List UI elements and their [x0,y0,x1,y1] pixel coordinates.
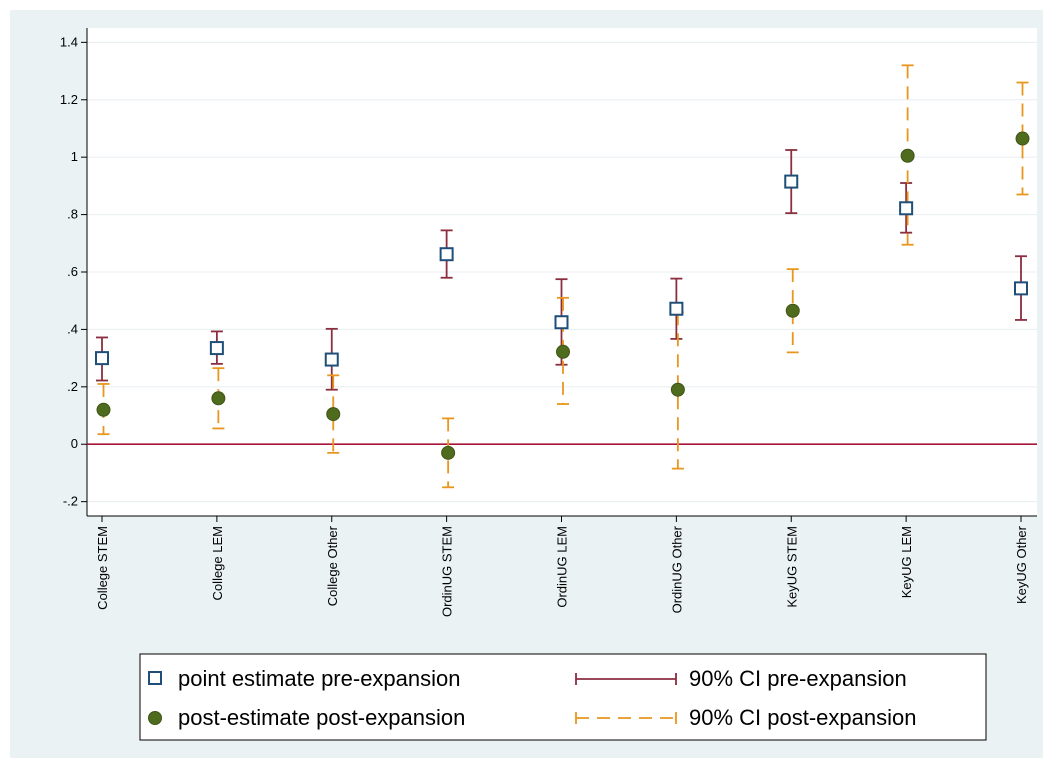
y-tick-label: 1 [71,149,78,164]
legend-entry-point-pre: point estimate pre-expansion [148,666,461,691]
legend-box [139,653,987,741]
x-tick-label: OrdinUG STEM [440,526,455,617]
point-pre-expansion [784,174,799,189]
y-tick-label: .4 [67,321,78,336]
point-pre-expansion [669,301,684,316]
y-tick-label: -.2 [63,494,78,509]
point-pre-expansion [1014,281,1028,296]
point-pre-expansion [439,247,454,262]
legend-entry-ci-post: 90% CI post-expansion [575,705,916,730]
point-post-expansion [785,303,800,318]
legend-entry-point-post: post-estimate post-expansion [148,705,465,730]
legend-symbol-square [148,671,162,685]
point-post-expansion [211,391,226,406]
x-tick-label: KeyUG Other [1014,525,1029,604]
legend: point estimate pre-expansion post-estimat… [139,653,987,741]
point-pre-expansion [899,201,914,216]
x-tick-label: OrdinUG LEM [555,526,570,608]
legend-label: 90% CI post-expansion [689,705,916,730]
point-post-expansion [900,148,915,163]
x-tick-label: College STEM [95,526,110,610]
legend-entry-ci-pre: 90% CI pre-expansion [575,666,907,691]
point-post-expansion [326,407,341,422]
x-tick-label: KeyUG LEM [899,526,914,598]
y-tick-label: 1.4 [60,34,78,49]
legend-label: 90% CI pre-expansion [689,666,907,691]
ci-post-bar [786,268,799,354]
point-post-expansion [1015,131,1030,146]
legend-label: post-estimate post-expansion [178,705,465,730]
x-tick-label: KeyUG STEM [784,526,799,608]
point-post-expansion [441,445,456,460]
y-tick-label: 0 [71,436,78,451]
legend-label: point estimate pre-expansion [178,666,461,691]
x-tick-label: OrdinUG Other [669,525,684,613]
y-tick-label: 1.2 [60,92,78,107]
point-post-expansion [96,402,111,417]
ci-post-bar [327,374,340,454]
y-tick-label: .6 [67,264,78,279]
y-tick-label: .8 [67,207,78,222]
point-post-expansion [556,344,570,359]
x-tick-label: College Other [325,525,340,606]
y-tick-label: .2 [67,379,78,394]
point-post-expansion [670,382,685,397]
point-pre-expansion [209,341,224,356]
legend-symbol-circle [148,711,162,725]
ci-post-bar [442,417,455,489]
x-tick-label: College LEM [210,526,225,600]
point-pre-expansion [324,352,339,367]
point-pre-expansion [554,315,569,330]
ci-post-bar [1016,81,1029,196]
point-pre-expansion [95,351,109,366]
